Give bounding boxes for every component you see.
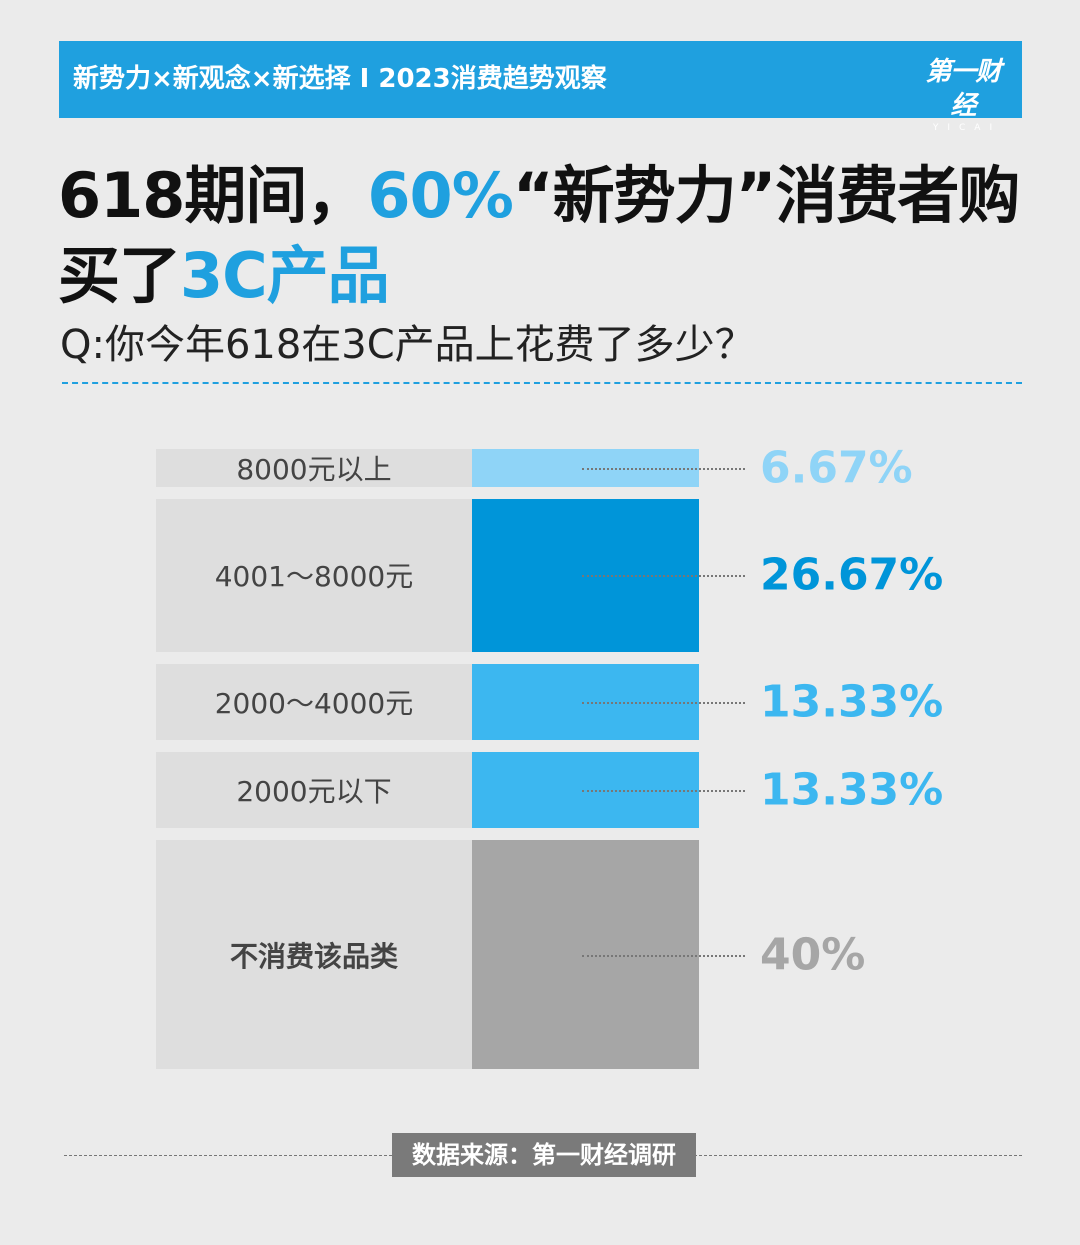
- category-label: 2000～4000元: [214, 686, 414, 720]
- category-label: 4001～8000元: [214, 560, 414, 594]
- bar: [472, 751, 699, 829]
- headline-part2: “新势力”消费者购买了: [58, 159, 1020, 312]
- logo-cn: 第一财经: [925, 57, 1001, 121]
- divider-line: [62, 382, 1022, 384]
- value-label: 13.33%: [760, 764, 944, 816]
- leader-line: [582, 575, 745, 578]
- headline-part1: 618期间，: [58, 159, 368, 232]
- leader-line: [582, 701, 745, 704]
- data-source: 数据来源：第一财经调研: [392, 1133, 696, 1177]
- headline: 618期间，60%“新势力”消费者购买了3C产品: [58, 156, 1048, 316]
- logo-en: YICAI: [932, 123, 1002, 133]
- value-label: 40%: [760, 929, 866, 981]
- bar: [472, 499, 699, 652]
- leader-line: [582, 790, 745, 793]
- category-label: 2000元以下: [236, 775, 392, 809]
- headline-highlight-product: 3C产品: [180, 239, 390, 312]
- value-label: 6.67%: [760, 442, 913, 494]
- bar: [472, 840, 699, 1069]
- category-label: 不消费该品类: [229, 939, 399, 973]
- value-label: 13.33%: [760, 676, 944, 728]
- header-banner: 新势力×新观念×新选择 I 2023消费趋势观察 第一财经 YICAI: [59, 41, 1022, 133]
- yicai-logo: 第一财经 YICAI: [918, 55, 1008, 133]
- value-label: 26.67%: [760, 549, 944, 601]
- leader-line: [582, 954, 745, 957]
- leader-line: [582, 468, 745, 471]
- survey-question: Q:你今年618在3C产品上花费了多少？: [60, 322, 755, 368]
- category-label: 8000元以上: [236, 453, 392, 487]
- headline-highlight-percent: 60%: [367, 159, 513, 232]
- bar: [472, 663, 699, 740]
- banner-title: 新势力×新观念×新选择 I 2023消费趋势观察: [73, 64, 607, 94]
